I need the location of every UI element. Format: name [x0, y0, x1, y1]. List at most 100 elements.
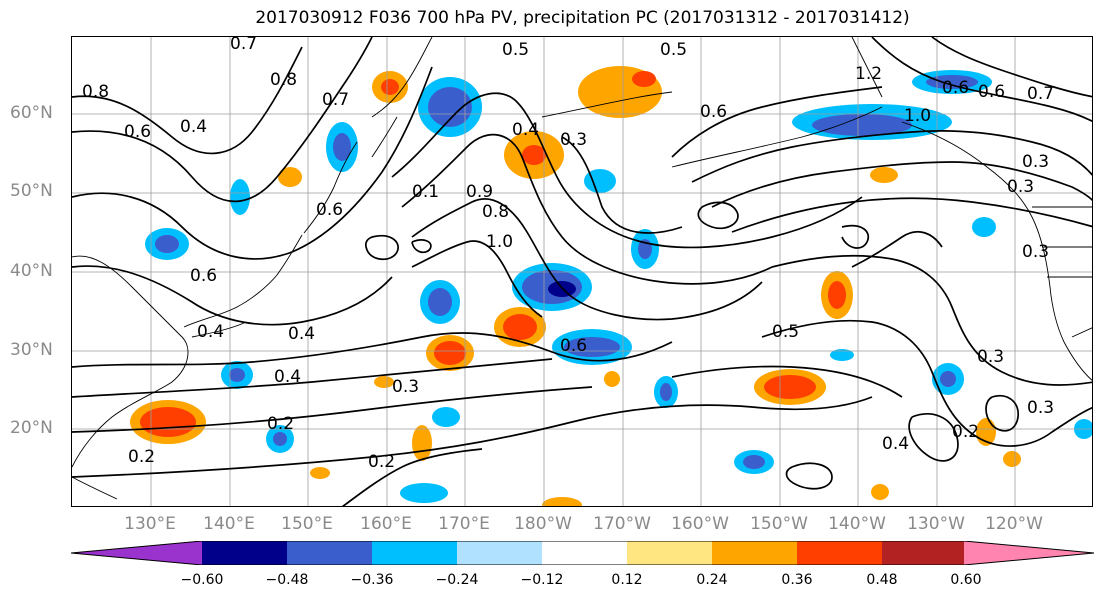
colorbar-tick: −0.36 — [350, 572, 394, 588]
colorbar-tick: 0.60 — [950, 572, 982, 588]
precip-positive-blob — [434, 341, 466, 365]
precip-negative-blob — [432, 407, 460, 427]
contour-label: 0.5 — [772, 322, 799, 342]
precip-positive-blob — [381, 79, 399, 95]
precip-positive-blob — [278, 167, 302, 187]
contour-label: 0.4 — [288, 324, 315, 344]
precip-negative-blob — [812, 114, 912, 136]
precip-negative-blob — [155, 235, 179, 253]
precip-positive-blob — [374, 376, 394, 388]
colorbar-segment — [372, 541, 457, 565]
precip-negative-blob — [428, 288, 452, 316]
colorbar-segment — [202, 541, 287, 565]
contour-label: 0.3 — [1022, 152, 1049, 172]
colorbar-segment — [712, 541, 797, 565]
contour-label: 0.6 — [700, 102, 727, 122]
colorbar-segment — [287, 541, 372, 565]
lon-label-140w: 140°W — [828, 514, 886, 534]
contour-label: 1.2 — [855, 64, 882, 84]
contour-label: 0.6 — [124, 122, 151, 142]
precip-negative-blob — [564, 337, 620, 357]
lon-label-150e: 150°E — [281, 514, 333, 534]
precip-positive-blob — [871, 484, 889, 500]
contour-label: 0.7 — [322, 90, 349, 110]
colorbar-segment — [797, 541, 882, 565]
precip-negative-blob — [229, 368, 245, 382]
precip-positive-blob — [542, 497, 582, 506]
contour-label: 1.0 — [904, 106, 931, 126]
colorbar-tick: −0.24 — [435, 572, 479, 588]
lat-label-60n: 60°N — [10, 103, 53, 123]
contour-label: 0.8 — [482, 202, 509, 222]
lat-label-20n: 20°N — [10, 418, 53, 438]
contour-label: 0.8 — [82, 82, 109, 102]
colorbar-segment — [542, 541, 627, 565]
precip-positive-blob — [604, 371, 620, 387]
lon-label-140e: 140°E — [203, 514, 255, 534]
precip-negative-blob — [333, 133, 351, 161]
precip-positive-blob — [1003, 451, 1021, 467]
contour-label: 0.3 — [560, 130, 587, 150]
contour-label: 0.4 — [274, 367, 301, 387]
contour-label: 0.7 — [230, 37, 257, 54]
contour-label: 0.8 — [270, 70, 297, 90]
contour-label: 0.4 — [180, 117, 207, 137]
map-panel: 0.7 0.8 0.8 0.7 0.5 0.5 1.2 0.6 0.6 0.4 … — [71, 36, 1093, 507]
precip-positive-blob — [310, 467, 330, 479]
colorbar-segment — [457, 541, 542, 565]
colorbar-tick: 0.12 — [611, 572, 643, 588]
colorbar-tick: 0.48 — [866, 572, 898, 588]
lon-label-130e: 130°E — [124, 514, 176, 534]
lat-label-30n: 30°N — [10, 340, 53, 360]
contour-label: 0.5 — [502, 40, 529, 60]
precip-negative-blob — [660, 383, 672, 401]
precip-positive-blob — [522, 145, 546, 165]
colorbar-segment — [71, 541, 202, 565]
precip-negative-blob — [230, 179, 250, 215]
contour-label: 0.6 — [942, 78, 969, 98]
coastlines — [72, 37, 1092, 500]
lat-label-50n: 50°N — [10, 181, 53, 201]
graticule — [72, 37, 1092, 506]
precip-positive-blob — [870, 167, 898, 183]
contour-label: 0.2 — [128, 447, 155, 467]
contour-label: 0.4 — [512, 120, 539, 140]
precip-negative-blob — [743, 455, 765, 469]
lon-label-150w: 150°W — [750, 514, 808, 534]
lon-label-120w: 120°W — [985, 514, 1043, 534]
precip-negative-blob — [400, 483, 448, 503]
pv-contours — [72, 37, 1092, 506]
contour-label: 0.3 — [392, 377, 419, 397]
contour-label: 0.1 — [412, 182, 439, 202]
contour-label: 0.6 — [316, 200, 343, 220]
precip-positive-blob — [632, 71, 656, 87]
map-canvas: 0.7 0.8 0.8 0.7 0.5 0.5 1.2 0.6 0.6 0.4 … — [72, 37, 1092, 506]
contour-label: 0.3 — [1022, 242, 1049, 262]
precip-negative-blob — [972, 217, 996, 237]
map-title: 2017030912 F036 700 hPa PV, precipitatio… — [255, 8, 910, 28]
lon-label-170w: 170°W — [593, 514, 651, 534]
precip-positive-blob — [764, 375, 816, 399]
lon-label-160e: 160°E — [360, 514, 412, 534]
contour-label: 0.3 — [1027, 398, 1054, 418]
lon-label-170e: 170°E — [438, 514, 490, 534]
colorbar-tick: 0.36 — [781, 572, 813, 588]
lon-label-130w: 130°W — [907, 514, 965, 534]
contour-labels: 0.7 0.8 0.8 0.7 0.5 0.5 1.2 0.6 0.6 0.4 … — [82, 37, 1054, 472]
contour-label: 0.9 — [466, 182, 493, 202]
contour-label: 0.3 — [977, 347, 1004, 367]
contour-label: 0.6 — [978, 82, 1005, 102]
colorbar-tick: 0.24 — [696, 572, 728, 588]
colorbar-segment — [627, 541, 712, 565]
precip-negative-blob — [940, 371, 956, 387]
contour-label: 0.4 — [197, 322, 224, 342]
contour-label: 0.2 — [952, 422, 979, 442]
contour-label: 0.4 — [882, 434, 909, 454]
precip-negative-blob — [273, 432, 287, 446]
precip-positive-blob — [828, 281, 846, 309]
colorbar — [71, 541, 1095, 565]
contour-label: 0.3 — [1007, 177, 1034, 197]
lat-label-40n: 40°N — [10, 261, 53, 281]
precip-negative-blob — [428, 87, 472, 127]
precip-negative-blob — [584, 169, 616, 193]
